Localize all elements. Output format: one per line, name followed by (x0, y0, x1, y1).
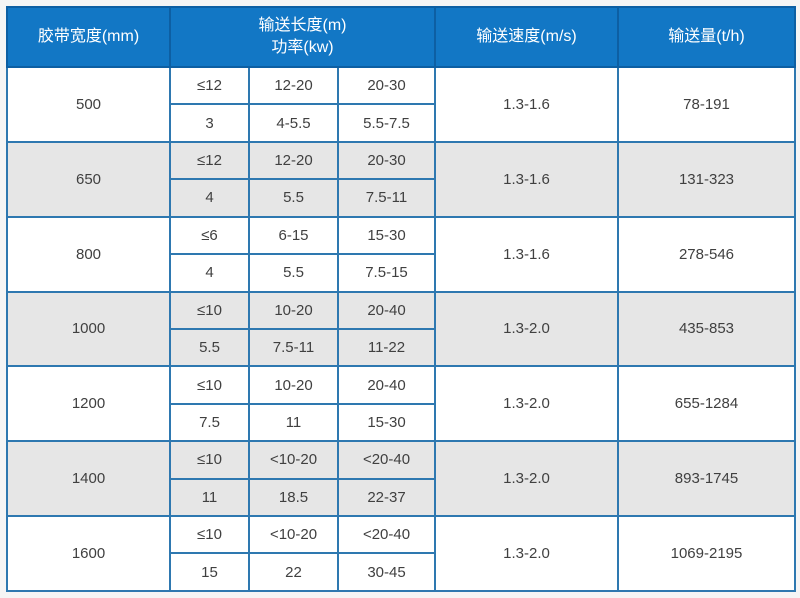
length-cell: 10-20 (248, 290, 339, 330)
length-cell: ≤12 (169, 140, 250, 181)
power-cell: 7.5-11 (337, 178, 436, 218)
spec-row-powers: 5.5 7.5-11 11-22 (7, 327, 795, 368)
belt-width-cell: 1000 (6, 290, 171, 368)
length-cell: 20-40 (337, 365, 436, 405)
power-cell: 11 (169, 477, 250, 518)
spec-row-lengths: 1200 ≤10 10-20 20-40 1.3-2.0 655-1284 (6, 365, 796, 443)
belt-width-cell: 1400 (6, 440, 171, 518)
header-length-power: 输送长度(m) 功率(kw) (169, 6, 436, 68)
speed-cell: 1.3-1.6 (434, 66, 619, 143)
table-body: 500 ≤12 12-20 20-30 1.3-1.6 78-191 3 4-5.5 5.5-7… (6, 65, 796, 592)
length-cell: 12-20 (248, 65, 339, 106)
power-cell: 11-22 (337, 327, 436, 368)
capacity-cell: 1069-2195 (617, 515, 796, 592)
length-cell: 10-20 (248, 365, 339, 405)
power-cell: 30-45 (337, 552, 436, 592)
length-cell: 15-30 (337, 215, 436, 256)
power-cell: 5.5 (248, 178, 339, 218)
power-cell: 22 (248, 552, 339, 592)
spec-row-lengths: 1600 ≤10 <10-20 <20-40 1.3-2.0 1069-2195 (6, 515, 796, 592)
spec-row-powers: 3 4-5.5 5.5-7.5 (7, 103, 795, 143)
capacity-cell: 435-853 (617, 290, 796, 368)
length-cell: <20-40 (337, 515, 436, 555)
power-cell: 15 (169, 552, 250, 592)
power-cell: 5.5 (169, 327, 250, 368)
power-cell: 4 (169, 253, 250, 293)
length-cell: ≤10 (169, 365, 250, 405)
speed-cell: 1.3-2.0 (434, 440, 619, 518)
belt-width-cell: 800 (6, 215, 171, 293)
spec-row-powers: 15 22 30-45 (7, 552, 795, 592)
header-power-line: 功率(kw) (271, 39, 334, 56)
length-cell: ≤10 (169, 515, 250, 555)
power-cell: 22-37 (337, 477, 436, 518)
belt-width-cell: 650 (6, 140, 171, 218)
spec-row-powers: 4 5.5 7.5-11 (7, 178, 795, 218)
spec-row-powers: 4 5.5 7.5-15 (7, 253, 795, 293)
power-cell: 18.5 (248, 477, 339, 518)
spec-row-lengths: 1400 ≤10 <10-20 <20-40 1.3-2.0 893-1745 (6, 440, 796, 518)
speed-cell: 1.3-2.0 (434, 365, 619, 443)
spec-row-lengths: 500 ≤12 12-20 20-30 1.3-1.6 78-191 (6, 65, 796, 143)
length-cell: 12-20 (248, 140, 339, 181)
capacity-cell: 78-191 (617, 66, 796, 143)
power-cell: 7.5-15 (337, 253, 436, 293)
power-cell: 4 (169, 178, 250, 218)
header-capacity: 输送量(t/h) (617, 6, 796, 68)
header-length-line: 输送长度(m) (258, 17, 347, 34)
speed-cell: 1.3-1.6 (434, 215, 619, 293)
length-cell: ≤12 (169, 65, 250, 106)
spec-table-container: 胶带宽度(mm) 输送长度(m) 功率(kw) 输送速度(m/s) 输送量(t/… (6, 6, 796, 592)
power-cell: 7.5 (169, 402, 250, 443)
power-cell: 5.5 (248, 253, 339, 293)
length-cell: 20-30 (337, 65, 436, 106)
belt-width-cell: 1600 (6, 515, 171, 592)
capacity-cell: 655-1284 (617, 365, 796, 443)
capacity-cell: 131-323 (617, 140, 796, 218)
power-cell: 3 (169, 103, 250, 143)
length-cell: 20-30 (337, 140, 436, 181)
power-cell: 15-30 (337, 402, 436, 443)
power-cell: 11 (248, 402, 339, 443)
spec-row-lengths: 800 ≤6 6-15 15-30 1.3-1.6 278-546 (6, 215, 796, 293)
header-belt-width: 胶带宽度(mm) (6, 6, 171, 68)
header-speed: 输送速度(m/s) (434, 6, 619, 68)
speed-cell: 1.3-1.6 (434, 140, 619, 218)
spec-row-powers: 11 18.5 22-37 (7, 477, 795, 518)
length-cell: <20-40 (337, 440, 436, 480)
belt-width-cell: 500 (6, 66, 171, 143)
length-cell: ≤10 (169, 290, 250, 330)
length-cell: <10-20 (248, 440, 339, 480)
spec-row-lengths: 650 ≤12 12-20 20-30 1.3-1.6 131-323 (6, 140, 796, 218)
belt-width-cell: 1200 (6, 365, 171, 443)
header-row: 胶带宽度(mm) 输送长度(m) 功率(kw) 输送速度(m/s) 输送量(t/… (6, 6, 796, 68)
spec-row-powers: 7.5 11 15-30 (7, 402, 795, 443)
power-cell: 5.5-7.5 (337, 103, 436, 143)
speed-cell: 1.3-2.0 (434, 290, 619, 368)
capacity-cell: 278-546 (617, 215, 796, 293)
spec-row-lengths: 1000 ≤10 10-20 20-40 1.3-2.0 435-853 (6, 290, 796, 368)
length-cell: ≤6 (169, 215, 250, 256)
length-cell: 20-40 (337, 290, 436, 330)
capacity-cell: 893-1745 (617, 440, 796, 518)
speed-cell: 1.3-2.0 (434, 515, 619, 592)
spec-table: 胶带宽度(mm) 输送长度(m) 功率(kw) 输送速度(m/s) 输送量(t/… (6, 6, 796, 592)
length-cell: ≤10 (169, 440, 250, 480)
power-cell: 7.5-11 (248, 327, 339, 368)
length-cell: <10-20 (248, 515, 339, 555)
length-cell: 6-15 (248, 215, 339, 256)
power-cell: 4-5.5 (248, 103, 339, 143)
